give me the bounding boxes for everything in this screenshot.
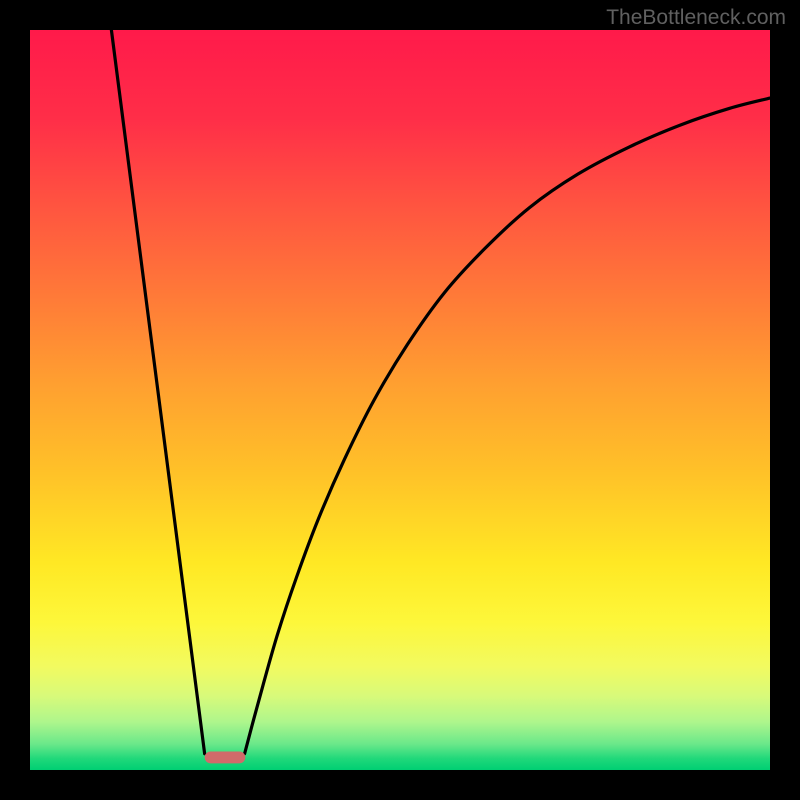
gradient-background	[30, 30, 770, 770]
optimal-marker	[205, 752, 246, 764]
bottleneck-chart	[0, 0, 800, 800]
chart-container: TheBottleneck.com	[0, 0, 800, 800]
watermark-label: TheBottleneck.com	[606, 6, 786, 30]
